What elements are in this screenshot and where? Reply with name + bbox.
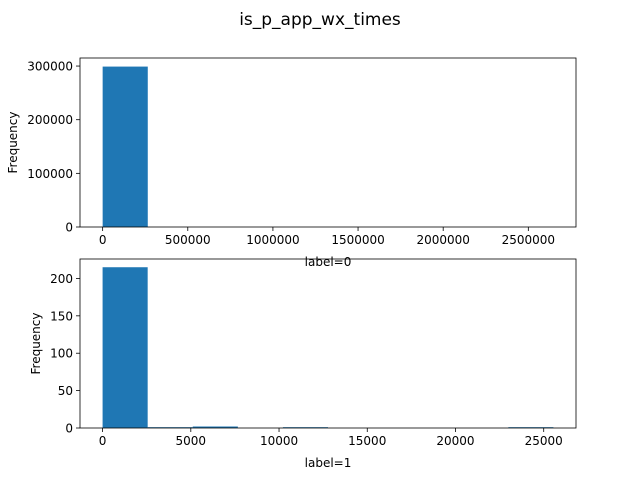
x-tick-label: 2000000: [416, 233, 469, 247]
histogram-bar: [102, 66, 148, 227]
plot-frame: [79, 258, 577, 429]
histogram-ticks: 0 5000 10000 15000 20000 25000 0 50 100 150 200: [50, 272, 563, 448]
y-tick-label: 0: [65, 422, 73, 436]
x-tick-label: 1000000: [246, 233, 299, 247]
x-tick-label: 5000: [176, 434, 207, 448]
x-tick-label: 500000: [165, 233, 211, 247]
x-tick-label: 15000: [348, 434, 386, 448]
y-tick-label: 200: [50, 272, 73, 286]
histogram-ticks: 0 500000 1000000 1500000 2000000 2500000 0 1000…: [27, 60, 555, 247]
y-tick-label: 150: [50, 309, 73, 323]
x-axis-label: label=1: [305, 456, 352, 470]
figure-suptitle: is_p_app_wx_times: [239, 10, 401, 30]
x-tick-label: 1500000: [331, 233, 384, 247]
y-tick-label: 300000: [27, 60, 73, 74]
histogram-bar: [102, 267, 148, 428]
x-axis-label: label=0: [305, 255, 352, 269]
y-axis-label: Frequency: [6, 112, 20, 174]
histogram-label-0: 0 500000 1000000 1500000 2000000 2500000 0 1000…: [6, 57, 577, 269]
x-tick-label: 10000: [260, 434, 298, 448]
y-tick-label: 100000: [27, 167, 73, 181]
x-tick-label: 20000: [436, 434, 474, 448]
x-tick-label: 25000: [525, 434, 563, 448]
histogram-bar: [192, 426, 238, 428]
x-tick-label: 2500000: [502, 233, 555, 247]
y-tick-label: 200000: [27, 113, 73, 127]
y-tick-label: 100: [50, 347, 73, 361]
x-tick-label: 0: [99, 233, 107, 247]
plot-frame: [79, 57, 577, 228]
x-tick-label: 0: [99, 434, 107, 448]
y-tick-label: 50: [58, 384, 73, 398]
y-tick-label: 0: [65, 221, 73, 235]
histogram-label-1: 0 5000 10000 15000 20000 25000 0 50 100 150 200 la…: [29, 258, 577, 470]
y-axis-label: Frequency: [29, 313, 43, 375]
histogram-bars: [102, 66, 148, 227]
